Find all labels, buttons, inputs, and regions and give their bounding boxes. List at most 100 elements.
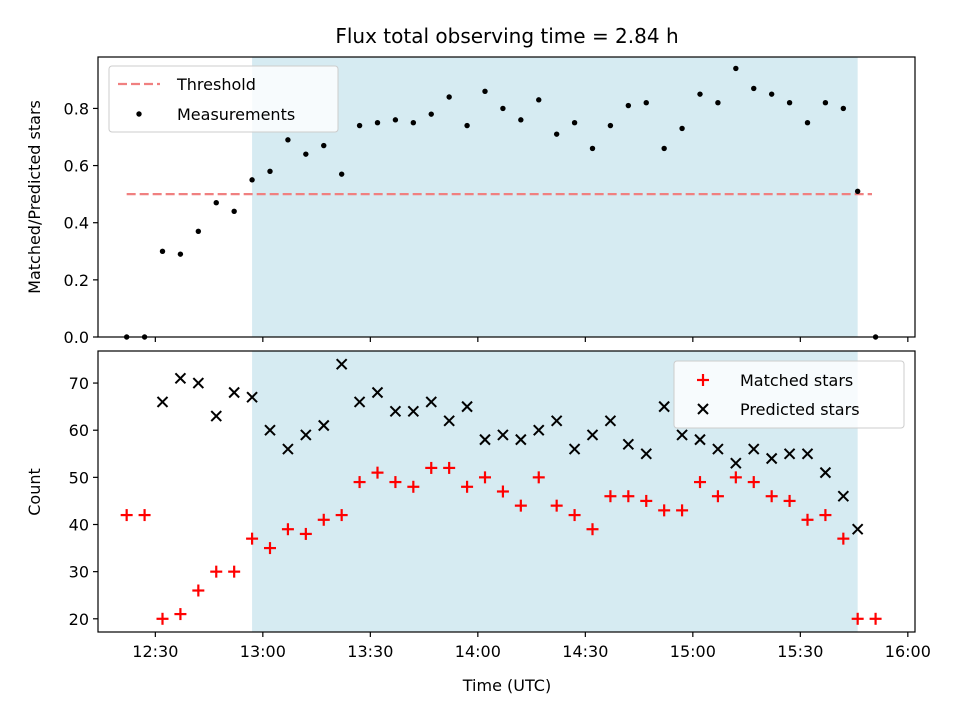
- bottom-y-axis-label: Count: [25, 468, 44, 516]
- matched-star-point: [120, 509, 133, 522]
- measurement-point: [518, 117, 524, 123]
- matched-star-point: [371, 466, 384, 479]
- predicted-star-point: [515, 433, 527, 446]
- predicted-star-point: [640, 448, 652, 460]
- legend-matched-swatch: [697, 374, 709, 386]
- bottom-y-tick-label: 50: [69, 468, 89, 487]
- measurement-point: [428, 111, 434, 117]
- matched-star-point: [676, 504, 689, 517]
- bottom-plot-frame: [97, 350, 916, 633]
- matched-star-point: [443, 461, 456, 474]
- measurement-point: [392, 117, 399, 123]
- matched-star-point: [765, 490, 778, 503]
- matched-star-point: [514, 499, 527, 512]
- measurement-points: [123, 65, 879, 340]
- measurement-point: [661, 145, 667, 152]
- matched-star-point: [299, 527, 312, 540]
- bottom-y-tick-label: 30: [69, 563, 89, 582]
- legend-matched-label: Matched stars: [740, 371, 853, 390]
- measurement-point: [733, 65, 739, 72]
- measurement-point: [768, 91, 775, 97]
- predicted-star-point: [210, 410, 222, 422]
- top-y-tick-label: 0.8: [64, 99, 89, 118]
- matched-star-point: [407, 480, 420, 493]
- top-y-axis-label: Matched/Predicted stars: [25, 100, 44, 294]
- matched-star-point: [228, 565, 241, 578]
- predicted-star-point: [712, 443, 724, 455]
- legend-predicted-label: Predicted stars: [740, 400, 860, 419]
- predicted-star-point: [228, 386, 240, 399]
- matched-star-point: [694, 476, 706, 489]
- measurement-point: [482, 88, 488, 94]
- matched-star-point: [819, 509, 832, 522]
- matched-star-point: [335, 509, 348, 522]
- predicted-star-point: [694, 433, 706, 446]
- measurement-point: [553, 131, 560, 137]
- matched-star-point: [353, 476, 366, 489]
- measurement-point: [643, 100, 649, 106]
- predicted-star-point: [783, 448, 796, 460]
- predicted-star-point: [819, 466, 832, 479]
- x-tick-label: 13:30: [347, 642, 393, 661]
- measurement-point: [231, 208, 237, 214]
- top-legend-box: [108, 65, 339, 133]
- predicted-star-point: [300, 429, 312, 441]
- measurement-point: [697, 91, 703, 97]
- measurement-point: [536, 97, 542, 103]
- measurement-point: [374, 120, 381, 126]
- measurement-point: [356, 122, 363, 129]
- matched-star-point: [317, 513, 330, 526]
- predicted-star-point: [748, 443, 760, 455]
- top-y-tick-label: 0.6: [64, 157, 89, 176]
- bottom-y-tick-label: 70: [69, 374, 89, 393]
- top-observing-window-band: [252, 57, 858, 337]
- measurement-point: [464, 122, 470, 129]
- matched-star-point: [729, 471, 742, 484]
- predicted-star-point: [479, 433, 491, 446]
- matched-star-point: [156, 612, 169, 625]
- predicted-star-point: [318, 419, 330, 432]
- predicted-star-point: [586, 429, 599, 441]
- matched-star-point: [658, 504, 671, 517]
- top-axis-ticks: 0.0 0.2 0.4 0.6 0.8: [64, 99, 909, 347]
- matched-star-point: [532, 471, 545, 484]
- predicted-star-point: [335, 358, 348, 370]
- x-tick-label: 14:00: [455, 642, 501, 661]
- x-tick-label: 14:30: [562, 642, 608, 661]
- matched-star-point: [246, 532, 259, 545]
- matched-star-point: [389, 476, 402, 489]
- matched-star-point: [586, 523, 599, 536]
- legend-threshold-label: Threshold: [176, 75, 256, 94]
- legend-measurements-label: Measurements: [177, 105, 295, 124]
- predicted-star-point: [174, 372, 187, 385]
- x-tick-label: 12:30: [132, 642, 178, 661]
- matched-star-point: [174, 608, 187, 621]
- measurement-point: [786, 100, 793, 106]
- matched-star-point: [837, 532, 850, 545]
- top-y-tick-label: 0.4: [64, 214, 89, 233]
- top-y-tick-label: 0.2: [64, 271, 89, 290]
- predicted-star-point: [443, 415, 455, 427]
- matched-star-point: [192, 584, 205, 597]
- matched-star-point: [783, 494, 796, 507]
- measurement-point: [804, 120, 811, 126]
- predicted-star-point: [658, 400, 670, 413]
- predicted-star-point: [192, 377, 205, 389]
- matched-star-point: [138, 509, 151, 522]
- predicted-star-point: [389, 405, 402, 418]
- measurement-point: [410, 120, 417, 126]
- predicted-star-point: [497, 429, 509, 441]
- x-tick-label: 15:00: [670, 642, 716, 661]
- matched-star-point: [640, 494, 653, 507]
- predicted-star-point: [461, 400, 473, 413]
- x-tick-label: 13:00: [240, 642, 286, 661]
- matched-star-point: [496, 485, 509, 498]
- predicted-stars-points: [156, 358, 864, 535]
- matched-star-point: [869, 612, 882, 625]
- measurement-point: [249, 177, 255, 183]
- measurement-point: [267, 168, 273, 174]
- measurement-point: [589, 145, 596, 152]
- measurement-point: [840, 105, 847, 112]
- measurement-point: [195, 228, 202, 234]
